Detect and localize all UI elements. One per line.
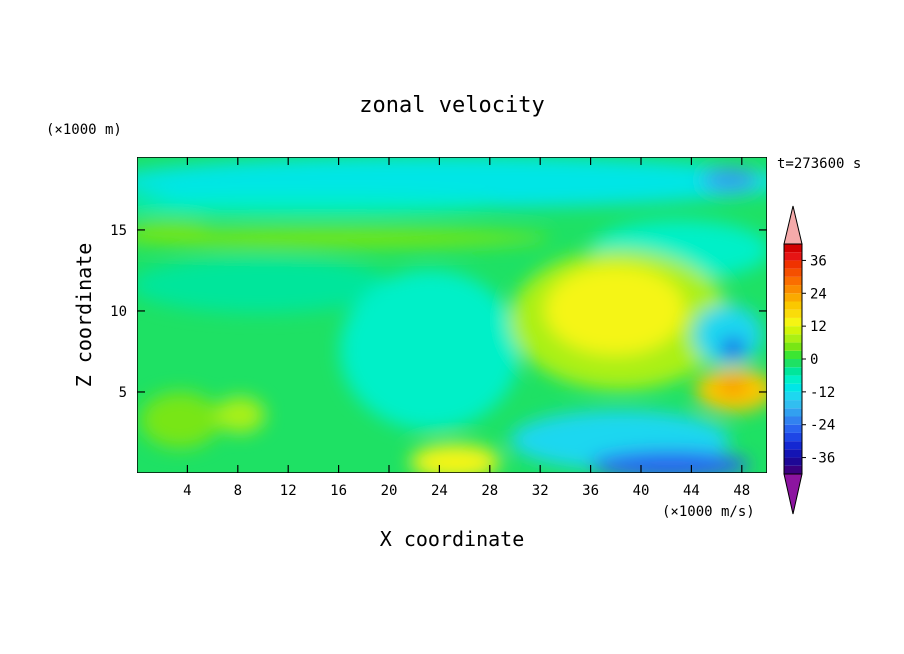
x-tick-label: 32 (532, 483, 549, 499)
colorbar-segment (784, 293, 802, 302)
left-teal-region (137, 257, 390, 313)
colorbar-segment (784, 342, 802, 351)
colorbar-segment (784, 424, 802, 433)
colorbar-segment (784, 457, 802, 466)
x-tick-label: 20 (381, 483, 398, 499)
colorbar-segment (784, 432, 802, 442)
velocity-field (137, 157, 767, 473)
x-tick-label: 16 (330, 483, 347, 499)
upper-right-blue (702, 168, 758, 192)
colorbar-segment (784, 416, 802, 425)
x-tick-label: 28 (481, 483, 498, 499)
colorbar-segment (784, 285, 802, 294)
center-teal-region (340, 270, 520, 430)
x-tick-label: 12 (280, 483, 297, 499)
colorbar-tick-label: -36 (810, 451, 835, 467)
right-blue-core (721, 338, 745, 358)
colorbar-tick-label: 36 (810, 253, 827, 269)
colorbar-segment (784, 465, 802, 474)
y-tick-label: 5 (119, 385, 127, 401)
time-label: t=273600 s (777, 156, 861, 172)
y-unit-label: (×1000 m) (46, 122, 122, 138)
upper-teal-region (137, 195, 500, 215)
x-axis-ticks: 4 8 12 16 20 24 28 32 36 40 44 48 (183, 157, 750, 499)
colorbar-tick-label: 0 (810, 352, 818, 368)
colorbar-segment (784, 260, 802, 269)
mid-lightgreen-band (137, 228, 550, 248)
x-tick-label: 4 (183, 483, 191, 499)
colorbar-min-extend (783, 473, 803, 515)
colorbar-tick-label: 24 (810, 286, 827, 302)
colorbar-segment (784, 383, 802, 392)
colorbar-segment (784, 367, 802, 376)
lower-blue-region (590, 451, 750, 473)
x-axis-title: X coordinate (380, 527, 525, 551)
right-orange-core (719, 378, 747, 394)
y-tick-label: 10 (110, 304, 127, 320)
x-tick-label: 36 (582, 483, 599, 499)
colorbar-segment (784, 375, 802, 384)
chart-title: zonal velocity (359, 93, 544, 118)
colorbar-segment (784, 400, 802, 409)
colorbar-segment (784, 301, 802, 310)
colorbar-segment (784, 350, 802, 359)
y-tick-label: 15 (110, 223, 127, 239)
colorbar-segment (784, 441, 802, 450)
colorbar-tick-label: -24 (810, 418, 835, 434)
left-lightgreen-patch (140, 392, 220, 448)
colorbar-segment (784, 317, 802, 327)
y-axis-ticks: 5 10 15 (110, 223, 767, 401)
colorbar-segment (784, 276, 802, 286)
colorbar: 36 24 12 0 -12 -24 -36 (783, 205, 835, 515)
x-tick-label: 40 (633, 483, 650, 499)
colorbar-max-extend (783, 205, 803, 245)
x-unit-label: (×1000 m/s) (662, 504, 755, 520)
colorbar-segment (784, 391, 802, 401)
lower-yellow-region (410, 444, 500, 473)
colorbar-segment (784, 268, 802, 277)
colorbar-tick-label: 12 (810, 319, 827, 335)
colorbar-segment (784, 408, 802, 417)
right-cyan-pocket (693, 305, 763, 365)
colorbar-segment (784, 359, 802, 368)
x-tick-label: 8 (234, 483, 242, 499)
upper-left-green (137, 222, 210, 238)
x-tick-label: 48 (733, 483, 750, 499)
colorbar-segment (784, 252, 802, 261)
colorbar-segment (784, 449, 802, 458)
y-axis-title: Z coordinate (72, 243, 96, 388)
colorbar-segment (784, 334, 802, 343)
colorbar-segment (784, 244, 802, 253)
x-tick-label: 44 (683, 483, 700, 499)
x-tick-label: 24 (431, 483, 448, 499)
colorbar-segment (784, 326, 802, 335)
colorbar-tick-label: -12 (810, 385, 835, 401)
field-blobs (137, 157, 767, 473)
yellow-core (545, 265, 685, 355)
center-lightgreen-patch (215, 397, 265, 433)
colorbar-segment (784, 309, 802, 318)
